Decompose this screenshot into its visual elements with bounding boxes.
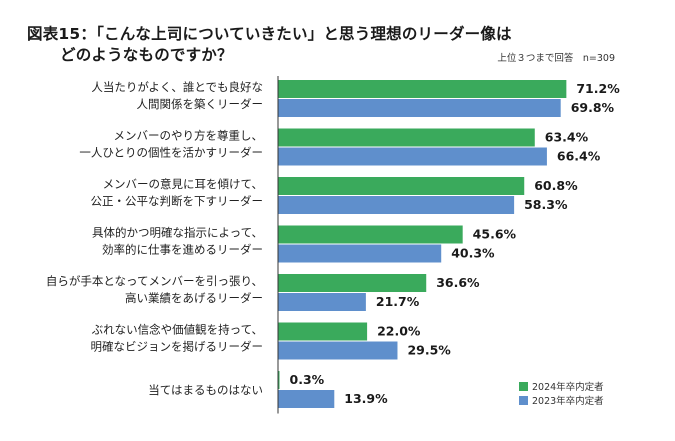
data-label-2024-5: 22.0% [377, 324, 421, 339]
data-label-2024-2: 60.8% [534, 178, 578, 193]
bar-2023-3 [278, 244, 442, 263]
legend-swatch-2024 [519, 381, 528, 391]
legend: 2024年卒内定者 2023年卒内定者 [519, 379, 604, 407]
bar-2024-2 [278, 177, 525, 195]
category-label-0-1: 人間関係を築くリーダー [137, 97, 264, 111]
legend-label-2023: 2023年卒内定者 [532, 396, 604, 407]
bar-2024-1 [278, 128, 535, 147]
bar-2024-0 [278, 80, 567, 98]
data-label-2024-4: 36.6% [436, 275, 480, 290]
category-label-6-0: 当てはまるものはない [148, 383, 263, 397]
bar-2023-5 [278, 341, 398, 360]
category-label-5-0: ぶれない信念や価値観を持って、 [92, 323, 263, 337]
legend-item-2023: 2023年卒内定者 [519, 393, 604, 407]
chart-title-line1: 図表15：「こんな上司についていきたい」と思う理想のリーダー像は [27, 25, 512, 43]
category-label-2-1: 公正・公平な判断を下すリーダー [91, 194, 264, 208]
data-label-2023-3: 40.3% [451, 246, 495, 261]
legend-swatch-2023 [519, 395, 528, 405]
bar-2024-6 [278, 371, 280, 389]
data-label-2023-6: 13.9% [344, 391, 388, 406]
category-label-3-1: 効率的に仕事を進めるリーダー [102, 243, 263, 257]
chart-title-line2: どのようなものですか？ [60, 46, 233, 64]
bar-2023-6 [278, 390, 335, 408]
sample-note: 上位３つまで回答 n=309 [497, 53, 615, 64]
bar-2023-4 [278, 293, 366, 311]
category-label-1-0: メンバーのやり方を尊重し、 [114, 129, 264, 143]
data-label-2023-2: 58.3% [524, 197, 568, 212]
data-label-2023-0: 69.8% [571, 100, 615, 115]
bar-2023-2 [278, 196, 515, 214]
data-label-2024-3: 45.6% [473, 227, 517, 242]
legend-label-2024: 2024年卒内定者 [532, 382, 604, 393]
category-label-4-0: 自らが手本となってメンバーを引っ張り、 [46, 274, 263, 288]
category-label-3-0: 具体的かつ明確な指示によって、 [92, 226, 263, 240]
bar-2024-4 [278, 274, 427, 292]
category-label-2-0: メンバーの意見に耳を傾けて、 [103, 177, 263, 191]
bar-2023-1 [278, 147, 547, 166]
data-label-2023-5: 29.5% [407, 343, 451, 358]
bar-2024-3 [278, 225, 463, 244]
chart-title: 図表15：「こんな上司についていきたい」と思う理想のリーダー像は どのようなもの… [27, 24, 547, 66]
category-label-4-1: 高い業績をあげるリーダー [125, 291, 263, 305]
data-label-2024-6: 0.3% [290, 372, 325, 387]
category-label-1-1: 一人ひとりの個性を活かすリーダー [79, 146, 263, 160]
category-label-0-0: 人当たりがよく、誰とでも良好な [91, 80, 263, 94]
category-label-5-1: 明確なビジョンを掲げるリーダー [91, 340, 264, 354]
data-label-2024-0: 71.2% [576, 81, 620, 96]
data-label-2023-1: 66.4% [557, 149, 601, 164]
bar-2023-0 [278, 99, 561, 117]
data-label-2023-4: 21.7% [376, 294, 420, 309]
legend-item-2024: 2024年卒内定者 [519, 379, 604, 393]
data-label-2024-1: 63.4% [545, 130, 589, 145]
bar-2024-5 [278, 322, 368, 341]
